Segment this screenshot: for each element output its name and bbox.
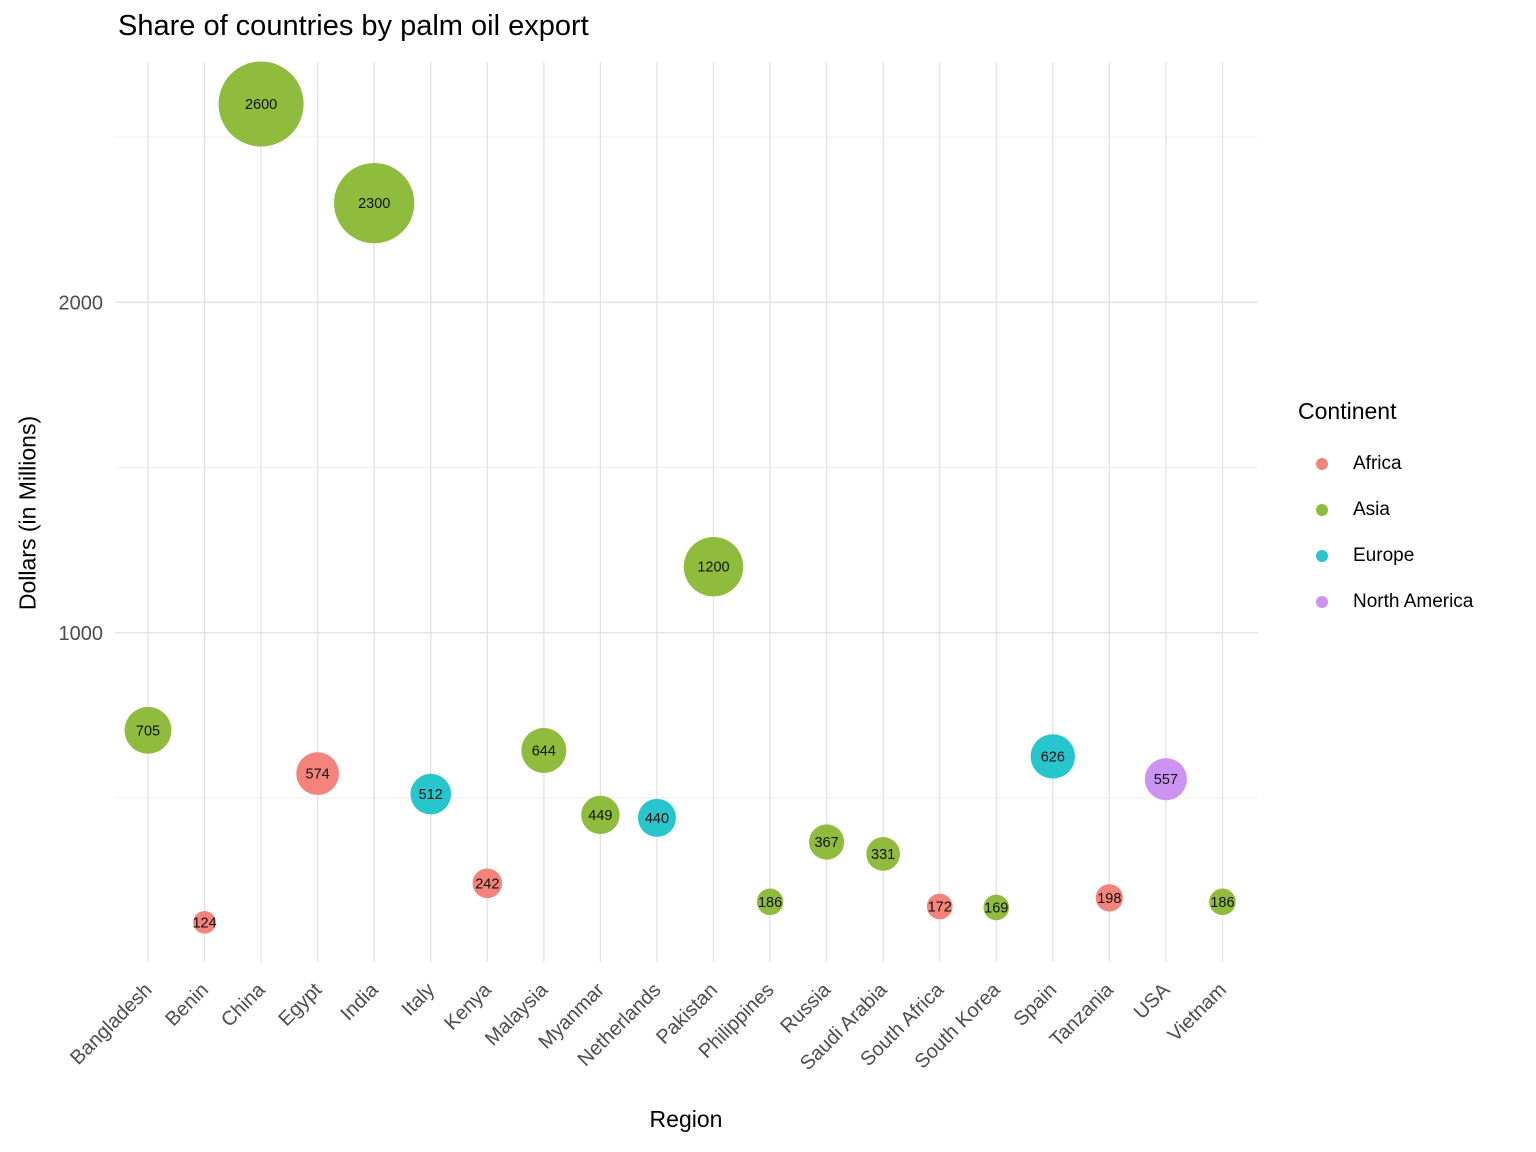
legend-dot-europe bbox=[1316, 550, 1328, 562]
legend-label: North America bbox=[1353, 591, 1474, 612]
legend-label: Europe bbox=[1353, 545, 1415, 566]
bubble-label-south-korea: 169 bbox=[984, 900, 1008, 916]
bubble-philippines bbox=[756, 888, 784, 916]
x-tick-label-vietnam: Vietnam bbox=[1164, 979, 1231, 1046]
y-tick-label-1000: 1000 bbox=[59, 623, 104, 645]
bubble-label-pakistan: 1200 bbox=[697, 560, 729, 576]
bubble-south-africa bbox=[926, 893, 953, 920]
bubble-label-south-africa: 172 bbox=[928, 899, 952, 915]
bubble-benin bbox=[193, 910, 216, 934]
bubble-myanmar bbox=[581, 795, 620, 835]
legend-item-north-america: North America bbox=[1298, 579, 1473, 625]
bubble-china bbox=[218, 61, 304, 147]
bubble-spain bbox=[1030, 734, 1075, 779]
x-tick-label-kenya: Kenya bbox=[440, 978, 496, 1034]
legend-item-africa: Africa bbox=[1298, 441, 1473, 487]
bubble-label-spain: 626 bbox=[1041, 749, 1065, 765]
legend-item-europe: Europe bbox=[1298, 533, 1473, 579]
x-tick-label-usa: USA bbox=[1130, 979, 1175, 1024]
bubble-label-usa: 557 bbox=[1154, 772, 1178, 788]
bubble-label-kenya: 242 bbox=[475, 876, 499, 892]
bubble-label-netherlands: 440 bbox=[645, 811, 669, 827]
y-axis-title: Dollars (in Millions) bbox=[14, 415, 41, 611]
legend-label: Asia bbox=[1353, 499, 1390, 520]
bubble-label-china: 2600 bbox=[245, 97, 277, 113]
bubble-vietnam bbox=[1209, 888, 1236, 916]
x-tick-label-china: China bbox=[217, 978, 270, 1031]
bubble-label-myanmar: 449 bbox=[588, 808, 612, 824]
bubble-label-philippines: 186 bbox=[758, 895, 782, 911]
bubble-label-russia: 367 bbox=[814, 835, 838, 851]
legend-dot-africa bbox=[1316, 458, 1328, 470]
x-tick-label-bangladesh: Bangladesh bbox=[66, 979, 156, 1069]
bubble-kenya bbox=[472, 868, 503, 899]
bubble-malaysia bbox=[521, 727, 567, 773]
bubble-label-benin: 124 bbox=[192, 915, 216, 931]
bubble-label-italy: 512 bbox=[419, 787, 443, 803]
legend-items: Africa Asia Europe North America bbox=[1298, 441, 1473, 625]
bubble-usa bbox=[1144, 758, 1187, 801]
bubble-netherlands bbox=[637, 798, 676, 837]
bubble-label-vietnam: 186 bbox=[1210, 895, 1234, 911]
legend-title: Continent bbox=[1298, 398, 1397, 424]
bubble-south-korea bbox=[983, 894, 1010, 921]
bubble-label-india: 2300 bbox=[358, 196, 390, 212]
bubble-russia bbox=[808, 824, 845, 860]
bubble-label-bangladesh: 705 bbox=[136, 723, 160, 739]
bubble-label-saudi-arabia: 331 bbox=[871, 847, 895, 863]
legend-label: Africa bbox=[1353, 453, 1402, 474]
x-axis-title: Region bbox=[649, 1106, 723, 1132]
bubble-label-egypt: 574 bbox=[306, 767, 330, 783]
x-tick-label-egypt: Egypt bbox=[274, 979, 326, 1031]
bubble-egypt bbox=[296, 752, 340, 795]
bubble-india bbox=[334, 162, 415, 244]
chart-title: Share of countries by palm oil export bbox=[118, 10, 589, 42]
bubble-bangladesh bbox=[124, 706, 172, 754]
legend-dot-north-america bbox=[1316, 596, 1328, 608]
bubble-italy bbox=[410, 773, 452, 815]
x-tick-label-italy: Italy bbox=[398, 979, 439, 1020]
legend-dot-asia bbox=[1316, 504, 1328, 516]
bubble-tanzania bbox=[1095, 884, 1123, 912]
x-tick-label-india: India bbox=[337, 978, 384, 1025]
legend: Continent Africa Asia Europe North America bbox=[1298, 398, 1473, 625]
y-tick-label-2000: 2000 bbox=[59, 292, 104, 314]
bubble-saudi-arabia bbox=[866, 837, 900, 871]
x-tick-label-tanzania: Tanzania bbox=[1046, 978, 1119, 1051]
x-tick-label-benin: Benin bbox=[161, 979, 213, 1031]
legend-item-asia: Asia bbox=[1298, 487, 1473, 533]
bubble-label-tanzania: 198 bbox=[1097, 891, 1121, 907]
x-tick-label-spain: Spain bbox=[1010, 979, 1062, 1031]
bubble-label-malaysia: 644 bbox=[532, 743, 556, 759]
bubble-pakistan bbox=[683, 536, 744, 597]
